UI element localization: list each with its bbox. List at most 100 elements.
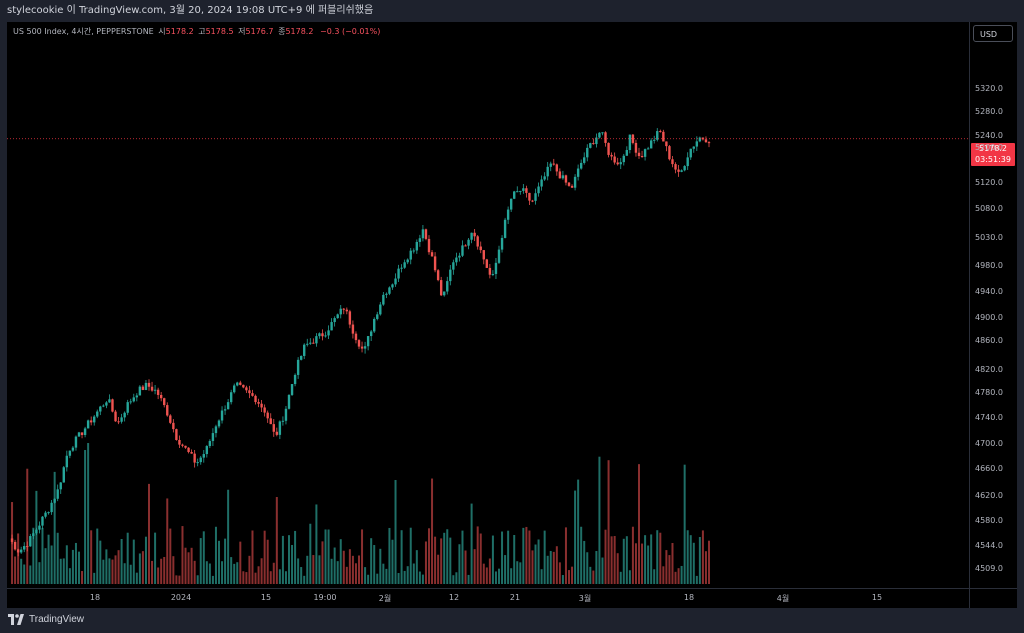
candle-body [324,335,327,337]
volume-bar [510,568,513,584]
candle-body [153,389,157,391]
volume-bar [190,547,193,584]
volume-bar [239,541,242,584]
candle-body [126,402,129,413]
candle-body [476,236,479,247]
candle-body [269,418,272,425]
legend-change: −0.3 (−0.01%) [319,27,381,36]
candle-body [111,399,114,412]
price-tick-label: 5120.0 [975,178,1003,187]
candle-body [509,198,513,210]
candle-body [503,219,507,238]
candle-body [482,250,485,260]
candle-body [686,157,689,167]
volume-bar [221,561,224,584]
candle-body [573,176,577,188]
candle-body [123,412,126,418]
candle-body [263,407,266,413]
candle-body [226,402,230,410]
candle-body [610,154,613,157]
candle-body [376,314,379,319]
candle-body [586,147,589,158]
candle-body [360,346,364,349]
candle-body [534,193,537,201]
volume-bar [604,529,607,584]
volume-bar [90,530,93,584]
candle-body [446,281,449,292]
price-tick-label: 4660.0 [975,464,1003,473]
candle-body [99,406,102,412]
candle-body [184,445,187,448]
volume-bar [665,550,668,584]
candle-body [357,340,361,347]
candle-body [114,411,117,422]
volume-bar [144,536,147,584]
volume-bar [138,553,141,584]
candle-body [135,395,139,398]
candle-body [455,257,458,263]
candle-body [583,157,586,163]
volume-bar [218,540,220,584]
candle-body [595,137,598,145]
candle-body [519,190,522,192]
volume-bar [242,571,245,584]
currency-button[interactable]: USD [973,25,1013,42]
volume-bar [467,574,470,584]
volume-bar [400,530,403,584]
volume-bar [44,548,47,584]
legend-high: 5178.5 [205,27,234,36]
candle-body [266,412,269,419]
candle-body [656,131,659,140]
volume-bar [50,545,53,584]
candle-body [275,431,279,435]
candle-body [163,398,166,406]
price-tick-label: 5280.0 [975,107,1003,116]
volume-bar [23,564,26,584]
volume-bar [695,575,698,584]
candle-body [516,191,519,193]
volume-bar [208,563,211,584]
candle-body [129,401,132,403]
volume-bar [461,530,464,584]
time-tick-label: 2월 [378,594,392,603]
last-price-tag: 5178.2 03:51:39 [971,143,1015,166]
candle-body [552,163,555,165]
legend-high-label: 고 [198,27,206,36]
volume-bar [123,563,126,584]
candle-body [296,359,300,375]
tradingview-brand[interactable]: TradingView [8,614,84,625]
volume-bar [202,531,205,584]
volume-bar [29,565,32,584]
candle-body [102,405,105,407]
candle-body [379,304,382,315]
volume-bar [333,547,336,584]
volume-bar [53,471,56,584]
volume-bar [473,549,476,584]
candle-body [601,132,604,134]
volume-bar [166,498,169,584]
price-tick-label: 4900.0 [975,313,1003,322]
candle-body [156,389,160,395]
price-axis[interactable]: USD 5178.2 03:51:39 5320.0 5280.0 5240.0 52… [969,22,1017,588]
volume-bar [644,535,647,584]
candle-body [233,385,236,393]
time-axis[interactable]: 18 2024 15 19:00 2월 12 21 3월 18 4월 15 [7,588,969,608]
candle-body [598,132,601,138]
volume-bar [488,558,491,584]
candlestick-chart [7,128,969,584]
candle-body [217,420,221,427]
candle-body [388,287,391,294]
chart-pane[interactable]: US 500 Index, 4시간, PEPPERSTONE 시5178.2 고… [7,22,969,588]
candle-body [108,399,111,403]
volume-bar [370,538,373,584]
candle-body [96,411,99,417]
volume-bar [446,529,449,584]
volume-bar [498,568,500,584]
candle-body [470,232,473,240]
volume-bar [224,538,227,584]
candle-body [138,386,142,396]
candle-body [202,454,205,458]
volume-bar [431,478,434,584]
volume-bar [647,545,650,584]
